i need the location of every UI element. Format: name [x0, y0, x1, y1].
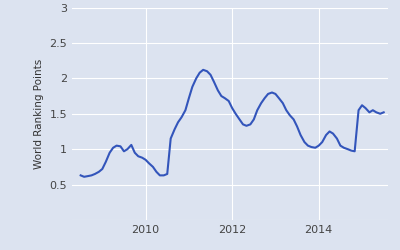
Y-axis label: World Ranking Points: World Ranking Points: [34, 58, 44, 169]
